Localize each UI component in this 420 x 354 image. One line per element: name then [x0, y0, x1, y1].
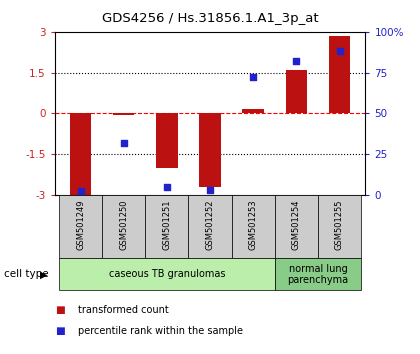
- Bar: [275, 195, 318, 258]
- Text: GDS4256 / Hs.31856.1.A1_3p_at: GDS4256 / Hs.31856.1.A1_3p_at: [102, 12, 318, 25]
- Bar: [199, 113, 221, 187]
- Bar: [189, 195, 231, 258]
- Bar: [70, 113, 91, 195]
- Bar: [318, 195, 361, 258]
- Text: ■: ■: [55, 305, 64, 315]
- Point: [120, 140, 127, 145]
- Bar: [275, 258, 361, 290]
- Point: [163, 184, 170, 189]
- Text: normal lung
parenchyma: normal lung parenchyma: [287, 263, 349, 285]
- Bar: [145, 195, 189, 258]
- Text: GSM501254: GSM501254: [292, 199, 301, 250]
- Bar: [113, 113, 134, 115]
- Text: GSM501253: GSM501253: [249, 199, 257, 250]
- Point: [207, 187, 213, 193]
- Point: [250, 75, 257, 80]
- Bar: [286, 70, 307, 113]
- Text: GSM501249: GSM501249: [76, 199, 85, 250]
- Text: GSM501250: GSM501250: [119, 199, 128, 250]
- Bar: [156, 113, 178, 167]
- Text: GSM501255: GSM501255: [335, 199, 344, 250]
- Point: [336, 48, 343, 54]
- Bar: [329, 36, 350, 113]
- Text: percentile rank within the sample: percentile rank within the sample: [78, 326, 243, 336]
- Point: [77, 189, 84, 194]
- Bar: [242, 109, 264, 113]
- Bar: [59, 258, 275, 290]
- Point: [293, 58, 300, 64]
- Text: GSM501252: GSM501252: [205, 199, 215, 250]
- Bar: [102, 195, 145, 258]
- Bar: [59, 195, 102, 258]
- Text: cell type: cell type: [4, 269, 49, 279]
- Bar: [231, 195, 275, 258]
- Text: ■: ■: [55, 326, 64, 336]
- Text: ▶: ▶: [40, 269, 48, 279]
- Text: caseous TB granulomas: caseous TB granulomas: [109, 269, 225, 279]
- Text: GSM501251: GSM501251: [163, 199, 171, 250]
- Text: transformed count: transformed count: [78, 305, 168, 315]
